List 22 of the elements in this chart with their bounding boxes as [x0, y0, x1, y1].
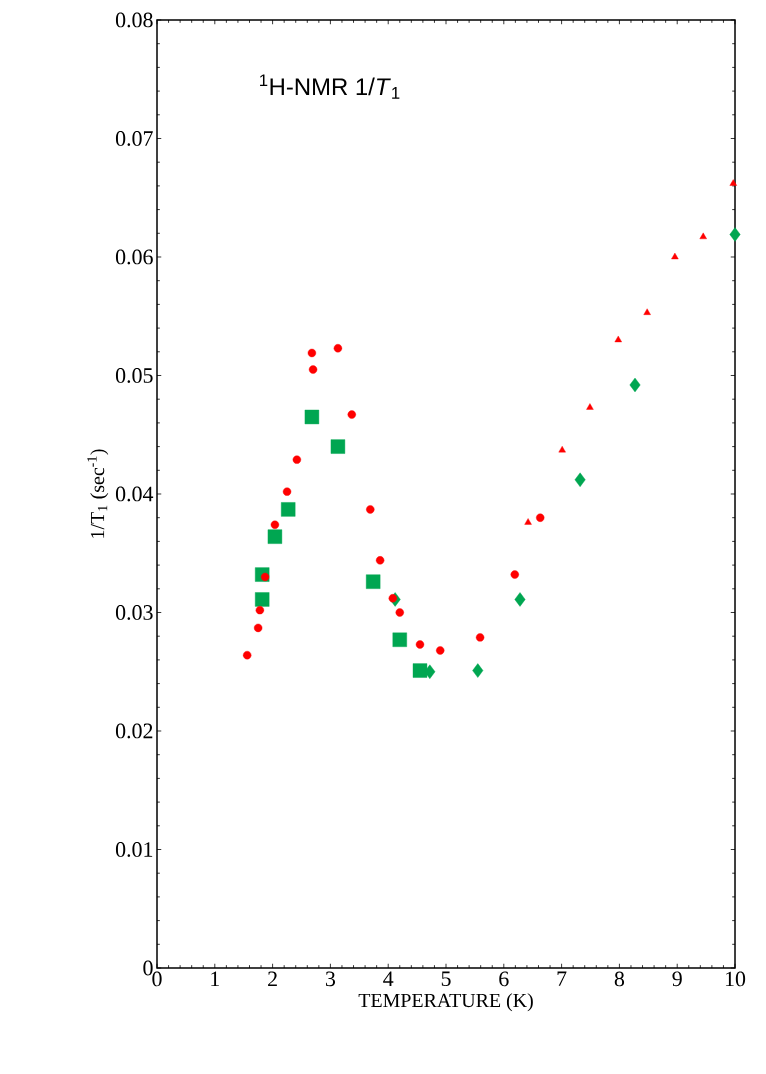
- x-tick-label: 5: [441, 971, 451, 987]
- y-tick-label: 0.05: [115, 368, 153, 383]
- x-tick-label: 2: [268, 971, 277, 987]
- y-tick-label: 0.08: [115, 12, 153, 28]
- x-axis-title: TEMPERATURE (K): [358, 993, 533, 1012]
- y-axis-title: 1/T$_{1}$ (sec$^{-1}$): [87, 449, 109, 538]
- x-tick-label: 3: [325, 971, 336, 987]
- x-tick-label: 10: [725, 971, 746, 987]
- y-tick-label: 0: [143, 960, 153, 976]
- x-tick-label: 1: [211, 971, 219, 986]
- x-tick-label: 7: [557, 971, 567, 986]
- text: $^{1}$H-NMR 1/T$_{1}$: [260, 74, 400, 99]
- y-tick-label: 0.02: [115, 723, 153, 739]
- x-tick-label: 6: [499, 971, 509, 987]
- x-tick-label: 4: [383, 971, 394, 986]
- x-tick-label: 8: [614, 971, 625, 987]
- y-tick-label: 0.06: [115, 249, 153, 265]
- y-tick-label: 0.07: [115, 131, 153, 146]
- y-tick-label: 0.04: [115, 486, 154, 502]
- x-tick-label: 9: [672, 971, 682, 987]
- y-tick-label: 0.01: [115, 842, 153, 857]
- y-tick-label: 0.03: [115, 605, 153, 620]
